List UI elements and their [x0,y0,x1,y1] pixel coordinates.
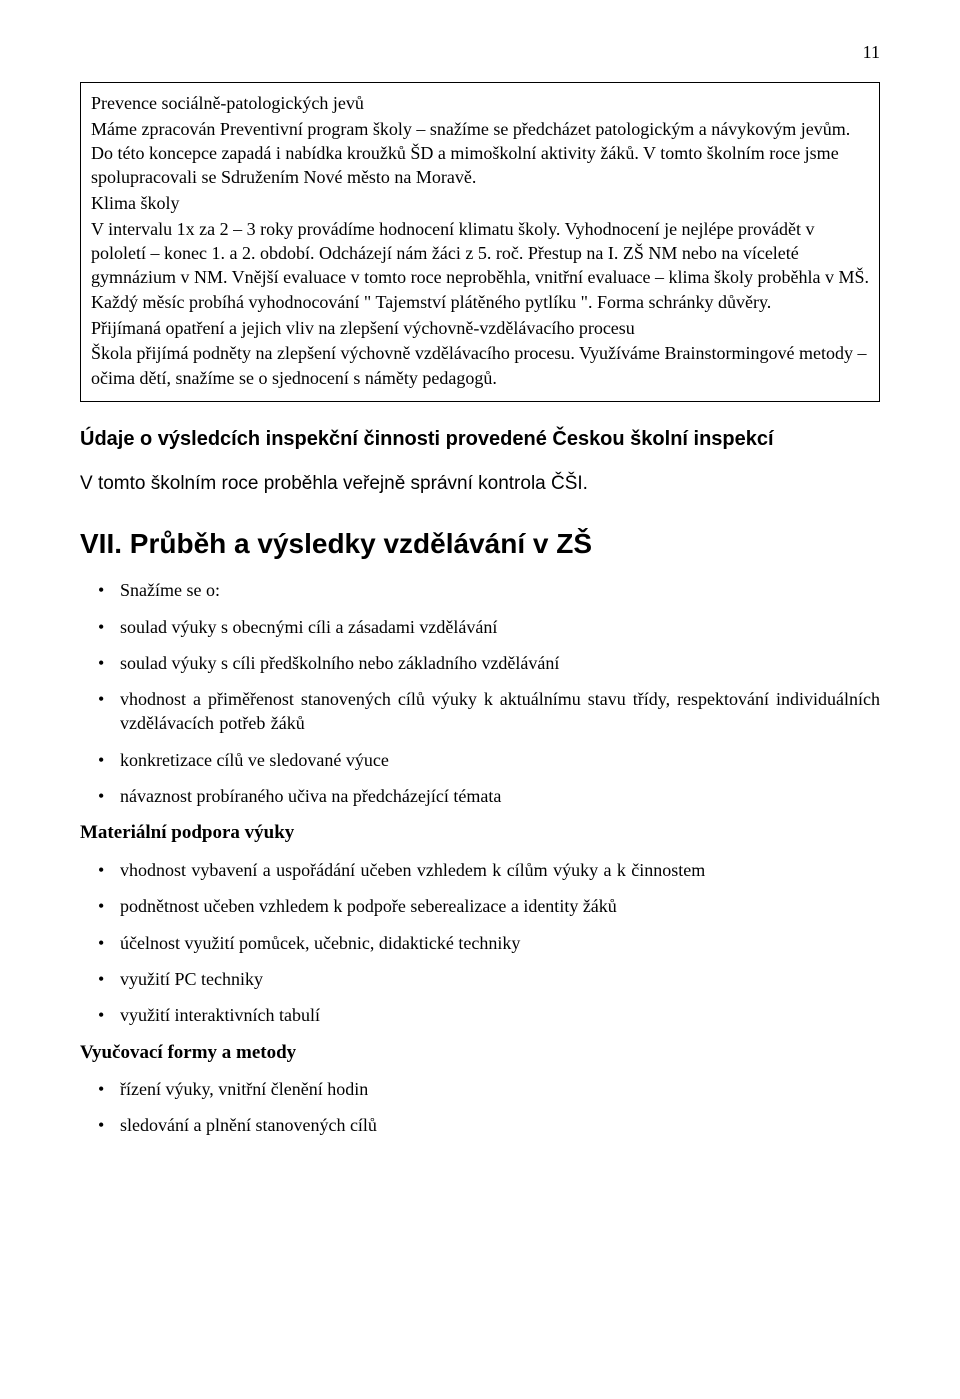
list-item: konkretizace cílů ve sledované výuce [120,748,880,772]
box-title-2: Klima školy [91,191,869,215]
sub-heading-methods: Vyučovací formy a metody [80,1040,880,1066]
list-item: využití interaktivních tabulí [120,1003,880,1027]
list-item: účelnost využití pomůcek, učebnic, didak… [120,931,880,955]
list-item: soulad výuky s obecnými cíli a zásadami … [120,615,880,639]
main-heading-vii: VII. Průběh a výsledky vzdělávání v ZŠ [80,525,880,563]
list-item: řízení výuky, vnitřní členění hodin [120,1077,880,1101]
inspection-body: V tomto školním roce proběhla veřejně sp… [80,471,880,497]
list-item: Snažíme se o: [120,578,880,602]
list-item: návaznost probíraného učiva na předcháze… [120,784,880,808]
inspection-heading: Údaje o výsledcích inspekční činnosti pr… [80,426,880,453]
box-para-2: V intervalu 1x za 2 – 3 roky provádíme h… [91,217,869,314]
list-item: využití PC techniky [120,967,880,991]
box-title-1: Prevence sociálně-patologických jevů [91,91,869,115]
bullet-list-3: řízení výuky, vnitřní členění hodin sled… [80,1077,880,1138]
list-item: podnětnost učeben vzhledem k podpoře seb… [120,894,880,918]
list-item: sledování a plnění stanovených cílů [120,1113,880,1137]
bullet-list-1: Snažíme se o: soulad výuky s obecnými cí… [80,578,880,808]
list-item: soulad výuky s cíli předškolního nebo zá… [120,651,880,675]
list-item: vhodnost vybavení a uspořádání učeben vz… [120,858,880,882]
box-para-1: Máme zpracován Preventivní program školy… [91,117,869,190]
box-para-3: Škola přijímá podněty na zlepšení výchov… [91,341,869,390]
box-title-3: Přijímaná opatření a jejich vliv na zlep… [91,316,869,340]
sub-heading-material: Materiální podpora výuky [80,820,880,846]
prevention-box: Prevence sociálně-patologických jevů Mám… [80,82,880,402]
bullet-list-2: vhodnost vybavení a uspořádání učeben vz… [80,858,880,1027]
list-item: vhodnost a přiměřenost stanovených cílů … [120,687,880,736]
page-number: 11 [80,40,880,64]
